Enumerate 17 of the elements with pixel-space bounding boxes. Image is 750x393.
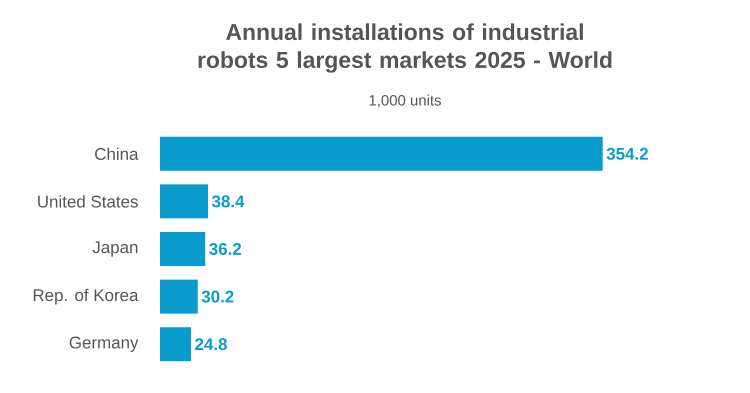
y-tick-label: China [95,148,138,160]
chart-title: Annual installations of industrial robots 5 largest markets 2025 - World [198,23,612,73]
bar [160,232,206,266]
bar [160,280,198,314]
y-tick-label: United States [38,195,138,208]
data-label: 38.4 [212,195,244,208]
bar [160,184,208,218]
bar [160,327,191,362]
data-label: 36.2 [209,242,242,256]
y-tick-label: Germany [70,336,138,352]
data-label: 24.8 [195,338,227,350]
chart-subtitle: 1,000 units [370,94,441,108]
bar [160,136,603,171]
data-label: 30.2 [202,290,234,303]
y-tick-label: Rep. of Korea [34,288,138,304]
data-label: 354.2 [606,148,648,160]
y-tick-label: Japan [92,241,138,257]
